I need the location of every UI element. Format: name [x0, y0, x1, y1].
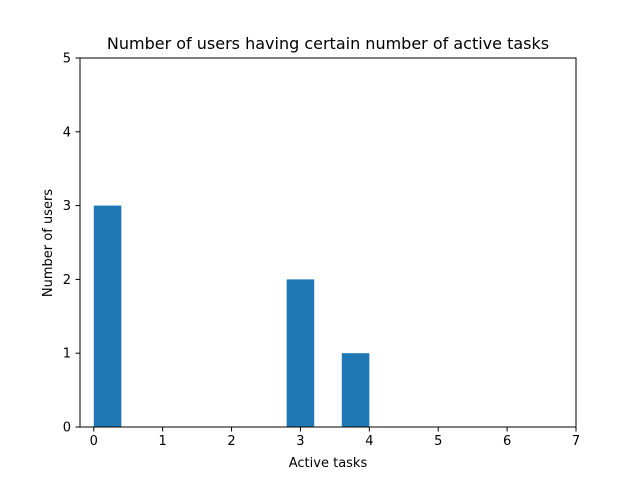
x-tick-label-6: 6 — [503, 434, 511, 449]
x-tick-label-3: 3 — [296, 434, 304, 449]
x-tick-label-5: 5 — [434, 434, 442, 449]
x-axis-title: Active tasks — [289, 456, 368, 471]
y-tick-label-0: 0 — [63, 421, 71, 436]
y-tick-label-5: 5 — [63, 52, 71, 67]
y-tick-label-1: 1 — [63, 347, 71, 362]
x-tick-label-4: 4 — [365, 434, 373, 449]
bar-0 — [93, 205, 122, 427]
y-tick-label-3: 3 — [63, 199, 71, 214]
bar-2 — [341, 353, 370, 427]
y-axis-title: Number of users — [41, 189, 56, 297]
y-tick-label-2: 2 — [63, 273, 71, 288]
axes-frame — [79, 57, 577, 428]
x-tick-label-0: 0 — [90, 434, 98, 449]
x-tick-label-7: 7 — [572, 434, 580, 449]
chart-title: Number of users having certain number of… — [107, 34, 549, 53]
bar-1 — [286, 279, 315, 427]
x-tick-label-2: 2 — [227, 434, 235, 449]
y-tick-label-4: 4 — [63, 125, 71, 140]
x-tick-label-1: 1 — [159, 434, 167, 449]
plot-area: 0 1 2 3 4 5 6 7 0 1 2 3 4 5 — [63, 52, 580, 450]
